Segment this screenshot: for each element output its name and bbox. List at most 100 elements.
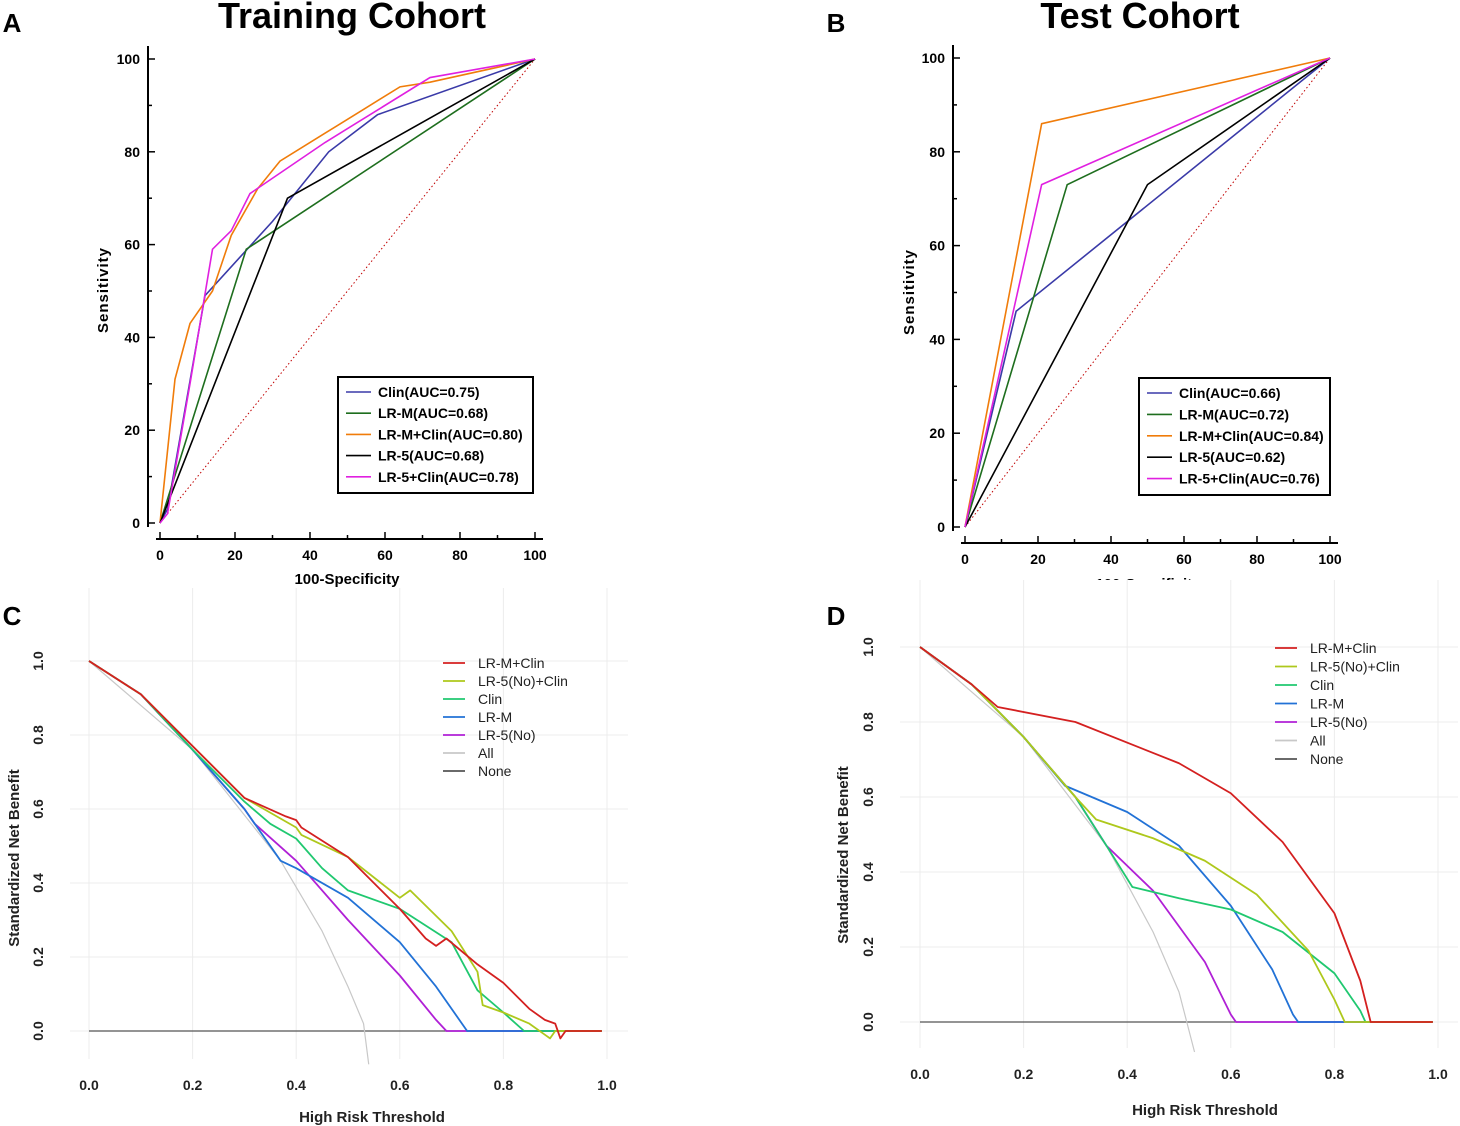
x-tick-label: 0.6 (390, 1077, 410, 1093)
series-line-lr-5-clin-auc-0-78 (159, 58, 536, 524)
series-line-lr-5-auc-0-68 (159, 58, 536, 524)
legend-label-lr-5-no: LR-5(No) (1310, 714, 1368, 730)
legend-label-clin-auc-0-66: Clin(AUC=0.66) (1179, 385, 1281, 401)
y-tick-label: 40 (124, 329, 140, 345)
series-line-lr-5-auc-0-62 (964, 57, 1331, 528)
y-tick-label: 100 (922, 50, 946, 66)
legend-label-none: None (1310, 751, 1344, 767)
panel-a-roc-training: A Training Cohort 0 20 40 60 80 100 0 20 40 60 80 100… (3, 0, 547, 588)
legend-label-lr-m-clin: LR-M+Clin (478, 655, 545, 671)
y-axis-label: Standardized Net Benefit (6, 769, 23, 947)
legend-label-clin-auc-0-75: Clin(AUC=0.75) (378, 384, 480, 400)
legend-label-lr-5-auc-0-68: LR-5(AUC=0.68) (378, 448, 484, 464)
x-tick-label: 0.8 (1325, 1066, 1345, 1082)
y-tick-label: 0.2 (30, 947, 46, 967)
x-tick-label: 20 (227, 547, 243, 563)
legend-label-all: All (478, 745, 494, 761)
x-tick-label: 0.6 (1221, 1066, 1241, 1082)
x-tick-label: 80 (452, 547, 468, 563)
y-tick-label: 1.0 (860, 637, 876, 657)
legend-label-lr-m-clin-auc-0-80: LR-M+Clin(AUC=0.80) (378, 426, 523, 442)
y-tick-label: 40 (929, 331, 945, 347)
panel-d-dca-test: D 0.0 0.2 0.4 0.6 0.8 1.0 0.0 0.2 0.4 0.6 0.8 1.0 Hig… (827, 580, 1458, 1119)
panel-label: A (3, 8, 22, 38)
y-tick-label: 0 (937, 519, 945, 535)
x-tick-label: 40 (302, 547, 318, 563)
panel-label: C (3, 601, 22, 631)
legend-label-lr-m-auc-0-68: LR-M(AUC=0.68) (378, 405, 488, 421)
x-tick-label: 0.0 (910, 1066, 930, 1082)
series-line-clin (88, 660, 602, 1032)
x-tick-label: 40 (1103, 551, 1119, 567)
y-tick-label: 0.4 (30, 873, 46, 893)
legend-label-lr-5-clin-auc-0-76: LR-5+Clin(AUC=0.76) (1179, 471, 1320, 487)
y-tick-label: 0.4 (860, 862, 876, 882)
y-tick-label: 80 (124, 144, 140, 160)
x-tick-label: 0 (156, 547, 164, 563)
y-tick-label: 0.0 (30, 1021, 46, 1041)
x-tick-label: 0.0 (79, 1077, 99, 1093)
y-axis-label: Standardized Net Benefit (835, 766, 852, 944)
chart-title: Test Cohort (1040, 0, 1239, 36)
x-axis-label: 100-Specificity (294, 571, 400, 588)
x-tick-label: 1.0 (1428, 1066, 1448, 1082)
plot-area (70, 588, 628, 1059)
panel-label: D (827, 601, 846, 631)
legend-label-lr-m: LR-M (1310, 696, 1344, 712)
legend-label-lr-m-auc-0-72: LR-M(AUC=0.72) (1179, 406, 1289, 422)
chart-title: Training Cohort (218, 0, 486, 36)
legend-label-lr-m-clin-auc-0-84: LR-M+Clin(AUC=0.84) (1179, 428, 1324, 444)
series-line-lr-m-auc-0-68 (159, 58, 536, 524)
legend-label-lr-5-no-clin: LR-5(No)+Clin (1310, 659, 1400, 675)
y-tick-label: 0.8 (30, 725, 46, 745)
x-tick-label: 20 (1030, 551, 1046, 567)
x-tick-label: 0.8 (494, 1077, 514, 1093)
x-tick-label: 80 (1249, 551, 1265, 567)
y-tick-label: 0.2 (860, 937, 876, 957)
x-axis-label: High Risk Threshold (1132, 1102, 1278, 1119)
series-line-lr-m-clin (919, 646, 1433, 1023)
y-tick-label: 60 (124, 237, 140, 253)
y-tick-label: 0.6 (30, 799, 46, 819)
series-line-all (919, 646, 1196, 1053)
y-tick-label: 80 (929, 144, 945, 160)
x-tick-label: 0.2 (183, 1077, 203, 1093)
x-axis-label: High Risk Threshold (299, 1109, 445, 1126)
legend-label-lr-m-clin: LR-M+Clin (1310, 640, 1377, 656)
legend-label-lr-5-no-clin: LR-5(No)+Clin (478, 673, 568, 689)
x-tick-label: 100 (523, 547, 547, 563)
y-axis-label: Sensitivity (95, 247, 112, 333)
y-tick-label: 0.6 (860, 787, 876, 807)
y-tick-label: 60 (929, 238, 945, 254)
x-tick-label: 0 (961, 551, 969, 567)
legend-label-lr-5-auc-0-62: LR-5(AUC=0.62) (1179, 449, 1285, 465)
y-axis-label: Sensitivity (901, 249, 918, 335)
series-line-lr-5-no-clin (919, 646, 1433, 1023)
y-tick-label: 0 (132, 515, 140, 531)
plot-area (900, 580, 1458, 1048)
x-tick-label: 100 (1318, 551, 1342, 567)
y-tick-label: 1.0 (30, 651, 46, 671)
y-tick-label: 0.0 (860, 1012, 876, 1032)
y-tick-label: 100 (117, 51, 141, 67)
legend-label-lr-m: LR-M (478, 709, 512, 725)
legend-label-none: None (478, 763, 512, 779)
panel-c-dca-training: C 0.0 0.2 0.4 0.6 0.8 1.0 0.0 0.2 0.4 0.6 0.8 1.0 Hig… (3, 588, 628, 1126)
legend-label-clin: Clin (1310, 677, 1334, 693)
y-tick-label: 0.8 (860, 712, 876, 732)
x-tick-label: 0.4 (286, 1077, 306, 1093)
y-tick-label: 20 (124, 422, 140, 438)
reference-diagonal-line (159, 58, 536, 524)
panel-label: B (827, 8, 846, 38)
series-line-clin-auc-0-66 (964, 57, 1331, 528)
x-tick-label: 60 (1176, 551, 1192, 567)
y-tick-label: 20 (929, 425, 945, 441)
legend-label-all: All (1310, 733, 1326, 749)
legend-label-lr-5-clin-auc-0-78: LR-5+Clin(AUC=0.78) (378, 469, 519, 485)
x-tick-label: 1.0 (597, 1077, 617, 1093)
legend-label-clin: Clin (478, 691, 502, 707)
series-line-lr-m-auc-0-72 (964, 57, 1331, 528)
legend-label-lr-5-no: LR-5(No) (478, 727, 536, 743)
